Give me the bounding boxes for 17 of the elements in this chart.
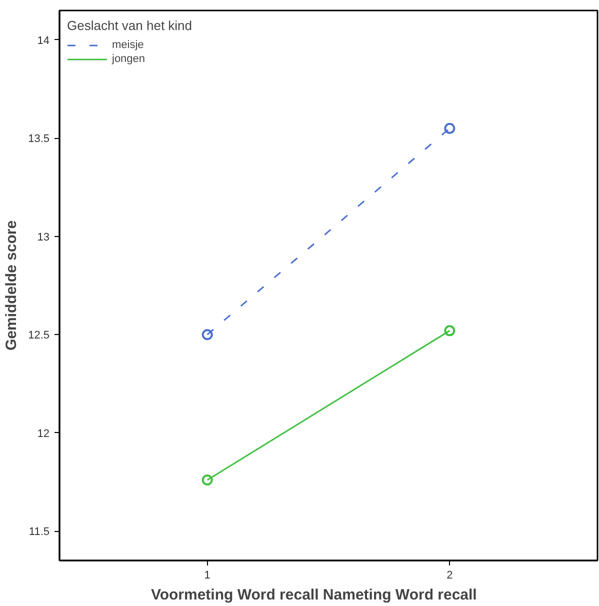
x-tick-label: 1 — [204, 570, 210, 582]
legend-label: meisje — [112, 38, 144, 52]
y-tick-label: 14 — [37, 34, 50, 47]
y-tick-label: 11.5 — [28, 526, 50, 538]
y-tick-label: 13.5 — [28, 133, 50, 146]
point — [202, 474, 213, 486]
y-axis-title: Gemiddelde score — [3, 220, 20, 351]
y-tick-label: 12.5 — [28, 330, 50, 342]
point — [444, 122, 456, 134]
point — [444, 325, 456, 336]
x-tick-label: 2 — [446, 570, 453, 582]
y-tick-label: 13 — [37, 231, 50, 244]
point — [202, 329, 213, 340]
legend-label: jongen — [112, 52, 146, 66]
y-tick-label: 12 — [37, 428, 50, 440]
legend-title: Geslacht van het kind — [67, 18, 192, 33]
x-axis-title: Voormeting Word recall Nameting Word recall — [150, 586, 477, 604]
